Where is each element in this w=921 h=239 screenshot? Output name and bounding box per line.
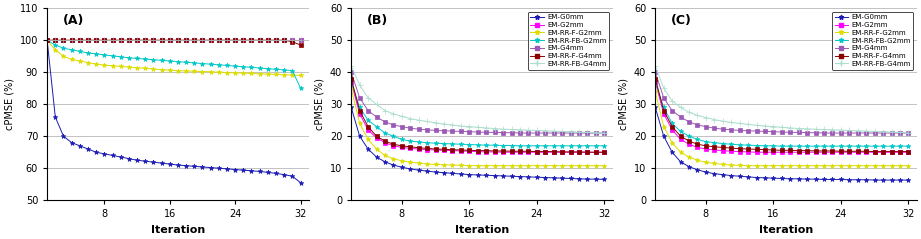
Legend: EM-G0mm, EM-G2mm, EM-RR-F-G2mm, EM-RR-FB-G2mm, EM-G4mm, EM-RR-F-G4mm, EM-RR-FB-G: EM-G0mm, EM-G2mm, EM-RR-F-G2mm, EM-RR-FB… bbox=[832, 12, 914, 70]
Y-axis label: cPMSE (%): cPMSE (%) bbox=[314, 78, 324, 130]
Legend: EM-G0mm, EM-G2mm, EM-RR-F-G2mm, EM-RR-FB-G2mm, EM-G4mm, EM-RR-F-G4mm, EM-RR-FB-G: EM-G0mm, EM-G2mm, EM-RR-F-G2mm, EM-RR-FB… bbox=[528, 12, 610, 70]
X-axis label: Iteration: Iteration bbox=[455, 225, 509, 235]
Y-axis label: cPMSE (%): cPMSE (%) bbox=[5, 78, 14, 130]
X-axis label: Iteration: Iteration bbox=[151, 225, 205, 235]
Text: (A): (A) bbox=[63, 14, 84, 27]
X-axis label: Iteration: Iteration bbox=[759, 225, 813, 235]
Text: (B): (B) bbox=[367, 14, 388, 27]
Text: (C): (C) bbox=[671, 14, 692, 27]
Y-axis label: cPMSE (%): cPMSE (%) bbox=[618, 78, 628, 130]
